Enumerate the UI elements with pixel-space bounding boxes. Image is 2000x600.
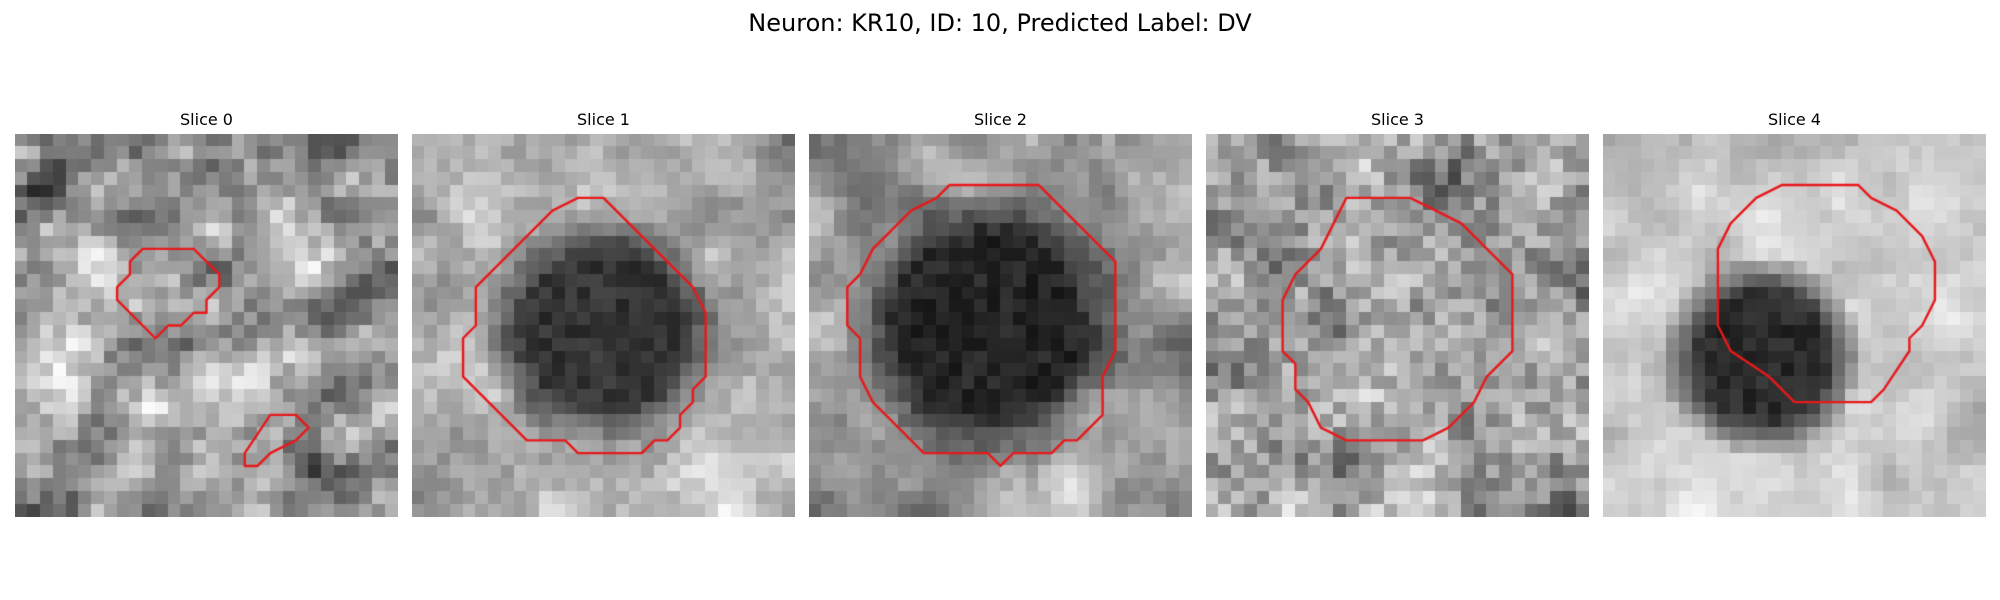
slice-image	[1206, 134, 1589, 517]
slice-image	[15, 134, 398, 517]
figure-title: Neuron: KR10, ID: 10, Predicted Label: D…	[0, 8, 2000, 38]
slice-title: Slice 4	[1603, 110, 1986, 130]
slice-image	[412, 134, 795, 517]
slice-title: Slice 3	[1206, 110, 1589, 130]
slice-title: Slice 0	[15, 110, 398, 130]
slice-image	[809, 134, 1192, 517]
slice-title: Slice 1	[412, 110, 795, 130]
slice-image	[1603, 134, 1986, 517]
slice-title: Slice 2	[809, 110, 1192, 130]
